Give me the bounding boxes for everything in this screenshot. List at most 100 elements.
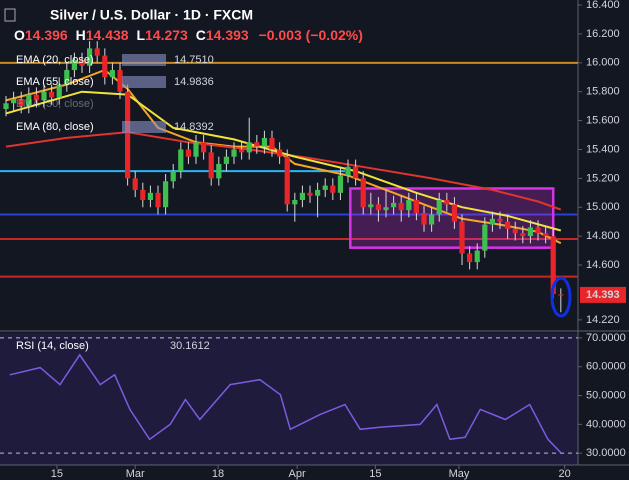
- candle-body: [193, 142, 199, 157]
- candle-body: [132, 178, 138, 190]
- x-tick-label: Apr: [289, 468, 306, 480]
- candle-body: [315, 189, 321, 196]
- symbol-title: Silver / U.S. Dollar · 1D · FXCM: [50, 7, 253, 23]
- candle-body: [178, 149, 184, 172]
- ema-line: [5, 131, 562, 211]
- candle-body: [269, 137, 275, 150]
- l-label: L: [136, 27, 145, 43]
- ema-legend-value: 14.9836: [174, 76, 214, 88]
- rsi-y-tick-label: 70.0000: [586, 332, 626, 344]
- candle-body: [49, 91, 55, 98]
- y-tick-label: 15.400: [586, 143, 620, 155]
- o-label: O: [14, 27, 25, 43]
- candle-body: [345, 166, 351, 176]
- ema-legend-name: EMA (80, close): [16, 121, 94, 133]
- ema-legend-name: EMA (20, close): [16, 54, 94, 66]
- candle-body: [246, 142, 252, 153]
- y-tick-label: 16.400: [586, 0, 620, 11]
- candle-body: [125, 91, 131, 179]
- candle-body: [550, 236, 556, 294]
- candle-body: [147, 192, 154, 201]
- candle-body: [94, 48, 100, 56]
- rsi-y-tick-label: 40.0000: [586, 418, 626, 430]
- candle-body: [284, 156, 290, 205]
- y-tick-label: 15.000: [586, 201, 620, 213]
- candle-body: [71, 59, 78, 71]
- candle-body: [527, 227, 534, 237]
- candle-body: [223, 156, 230, 164]
- candle-body: [459, 221, 465, 254]
- x-tick-label: 18: [212, 468, 224, 480]
- candle-body: [482, 224, 488, 251]
- candle-body: [56, 84, 62, 98]
- candle-body: [330, 185, 336, 193]
- c-value: 14.393: [206, 27, 249, 43]
- rsi-y-tick-label: 50.0000: [586, 389, 626, 401]
- candle-body: [497, 218, 503, 222]
- candle-body: [170, 171, 176, 182]
- candle-body: [117, 70, 123, 92]
- candle-body: [375, 204, 382, 211]
- y-tick-label: 15.800: [586, 86, 620, 98]
- candle-body: [41, 91, 47, 101]
- candle-body: [79, 59, 85, 66]
- candle-body: [383, 207, 389, 211]
- candle-body: [406, 200, 412, 211]
- candle-body: [489, 218, 496, 225]
- ema-settings-icons[interactable]: [122, 76, 166, 88]
- y-tick-label: 15.600: [586, 114, 620, 126]
- candle-body: [140, 189, 146, 201]
- y-tick-label: 14.800: [586, 230, 620, 242]
- candle-body: [87, 48, 93, 66]
- candle-body: [520, 233, 526, 237]
- candle-body: [292, 200, 298, 205]
- candle-body: [185, 149, 192, 157]
- candle-body: [231, 149, 237, 157]
- candle-body: [216, 163, 222, 179]
- candle-body: [436, 200, 442, 215]
- candle-body: [208, 152, 214, 179]
- highlight-ellipse: [550, 276, 572, 318]
- candle-body: [322, 185, 328, 190]
- candle-body: [155, 192, 161, 208]
- candle-body: [391, 202, 397, 208]
- candle-body: [413, 200, 420, 214]
- c-label: C: [196, 27, 206, 43]
- candle-body: [535, 227, 541, 234]
- candle-body: [33, 94, 40, 101]
- l-value: 14.273: [145, 27, 188, 43]
- h-value: 14.438: [86, 27, 129, 43]
- candle-body: [505, 221, 511, 229]
- candle-body: [3, 103, 9, 110]
- candle-body: [360, 178, 366, 208]
- ema-legend-name: EMA (55, close): [16, 76, 94, 88]
- last-price-box: [580, 286, 626, 303]
- collapse-icon[interactable]: [4, 8, 16, 22]
- ema-legend-value: 14.7510: [174, 54, 214, 66]
- ema-settings-icons[interactable]: [122, 54, 166, 66]
- h-label: H: [76, 27, 86, 43]
- x-tick-label: Mar: [126, 468, 145, 480]
- candle-body: [474, 250, 480, 263]
- range-box: [349, 187, 555, 249]
- x-tick-label: 15: [51, 468, 63, 480]
- candle-body: [353, 166, 359, 179]
- candle-body: [467, 253, 473, 263]
- hidden-indicator-label[interactable]: EMA (30, close): [16, 98, 94, 110]
- candle-body: [398, 202, 404, 211]
- candle-body: [368, 204, 374, 208]
- candle-body: [18, 98, 24, 107]
- y-tick-label: 16.200: [586, 28, 620, 40]
- rsi-y-tick-label: 30.0000: [586, 447, 626, 459]
- candle-body: [239, 149, 245, 153]
- ema-settings-icons[interactable]: [122, 121, 166, 133]
- o-value: 14.396: [25, 27, 68, 43]
- candle-body: [444, 200, 450, 205]
- y-tick-label: 14.600: [586, 259, 620, 271]
- ema-legend-value: 14.8392: [174, 121, 214, 133]
- candle-body: [109, 70, 116, 78]
- rsi-panel: [0, 333, 578, 465]
